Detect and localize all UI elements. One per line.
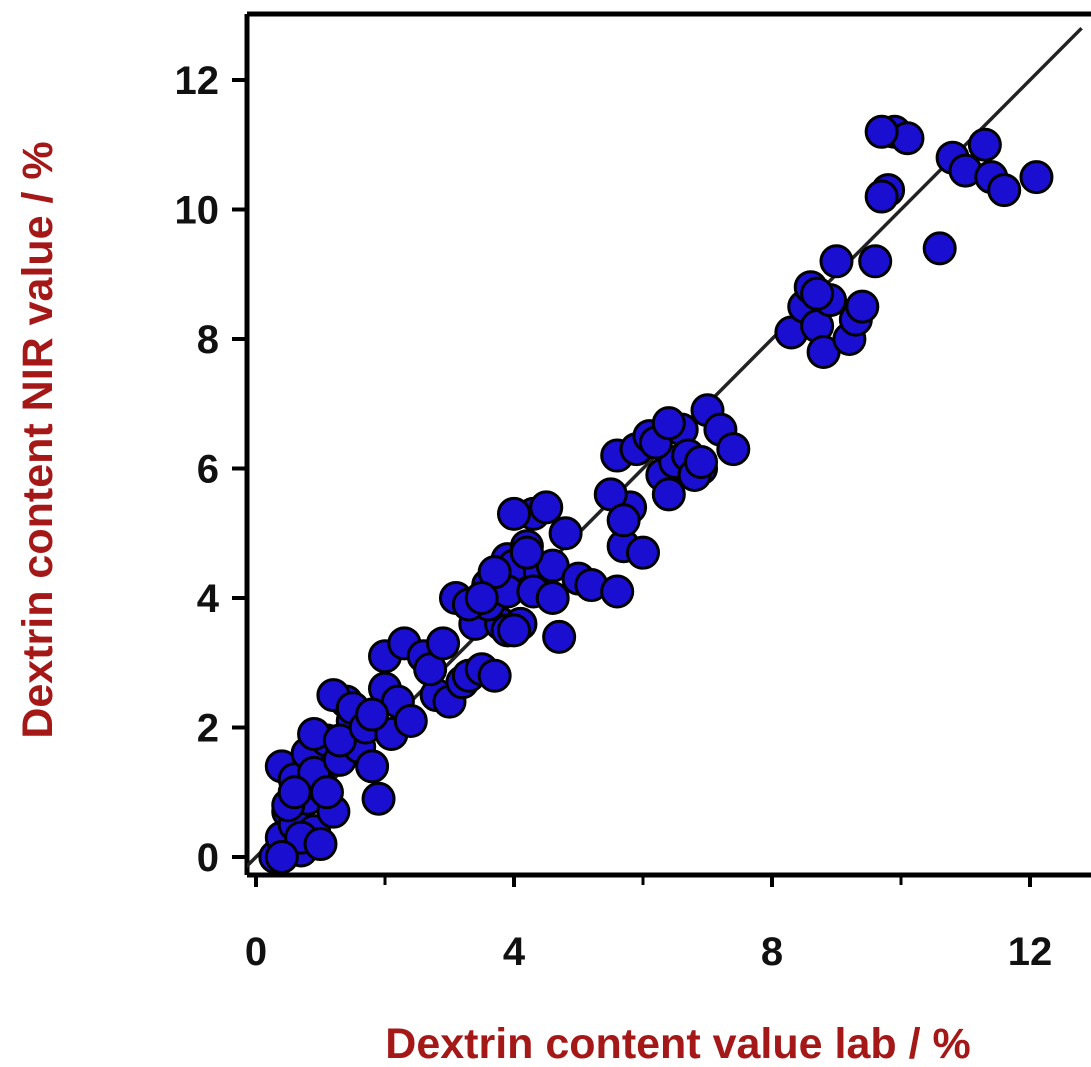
y-tick-label: 2: [197, 707, 219, 751]
data-point: [264, 840, 299, 874]
data-point: [987, 173, 1022, 208]
data-point: [684, 445, 719, 480]
plot-frame: [244, 11, 1091, 878]
y-tick-label: 12: [175, 59, 220, 103]
data-point: [355, 697, 390, 732]
y-tick-label: 6: [197, 448, 219, 492]
data-point: [819, 244, 854, 279]
data-points: [258, 114, 1054, 874]
data-point: [864, 179, 899, 214]
data-point: [277, 775, 312, 810]
data-point: [303, 827, 338, 862]
data-point: [600, 574, 635, 609]
data-point: [800, 276, 835, 311]
x-axis-title: Dextrin content value lab / %: [385, 1020, 970, 1067]
data-point: [477, 658, 512, 693]
data-point: [626, 535, 660, 570]
data-point: [1019, 160, 1054, 195]
data-point: [361, 781, 396, 816]
data-point: [497, 613, 531, 648]
data-point: [651, 477, 686, 512]
y-axis-title: Dextrin content NIR value / %: [14, 141, 62, 738]
data-point: [845, 289, 880, 324]
data-point: [535, 581, 570, 615]
data-point: [651, 406, 686, 441]
data-point: [497, 496, 531, 531]
data-point: [529, 490, 564, 525]
data-point: [606, 503, 641, 538]
data-point: [509, 535, 544, 570]
y-tick-label: 10: [175, 189, 220, 233]
data-point: [542, 619, 577, 654]
data-point: [464, 581, 499, 615]
data-point: [967, 127, 1002, 162]
x-axis-ticks: 0 4 8 12: [245, 875, 1052, 974]
data-point: [858, 244, 893, 279]
data-point: [426, 626, 461, 661]
y-tick-label: 8: [197, 318, 219, 362]
data-point: [716, 432, 751, 467]
data-point: [309, 775, 344, 810]
y-tick-label: 4: [197, 577, 220, 621]
y-tick-label: 0: [197, 836, 219, 880]
y-axis-ticks: 0 2 4 6 8 10 12: [175, 59, 247, 880]
data-point: [922, 231, 957, 266]
data-point: [355, 749, 390, 784]
data-point: [864, 114, 899, 149]
x-tick-label: 12: [1008, 930, 1053, 974]
x-tick-label: 0: [245, 930, 267, 974]
data-point: [548, 516, 583, 551]
x-tick-label: 4: [503, 930, 526, 974]
x-tick-label: 8: [761, 930, 783, 974]
data-point: [393, 704, 428, 739]
